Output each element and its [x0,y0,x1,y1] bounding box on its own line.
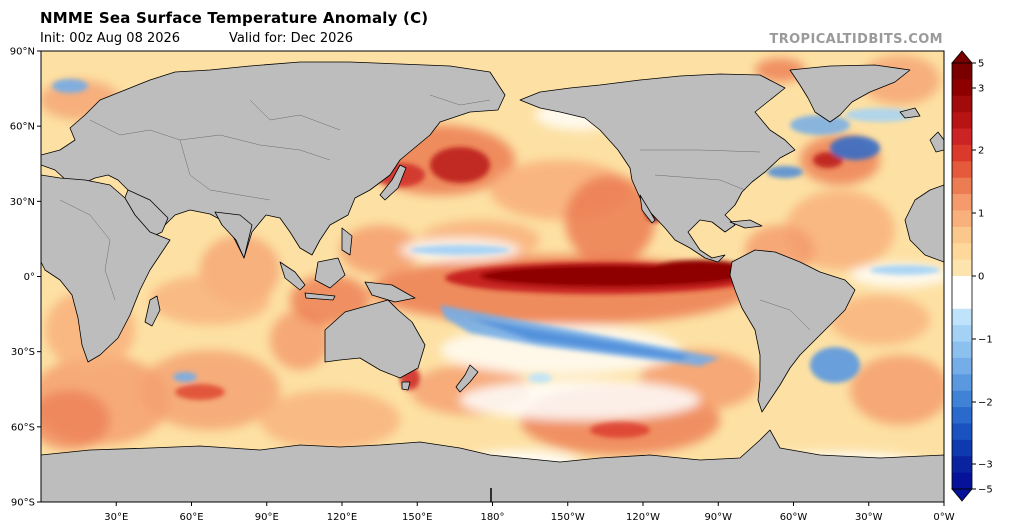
colorbar-bottom-arrow [951,488,973,502]
colorbar-segment [952,63,972,80]
colorbar-segment [952,357,972,375]
colorbar-tick-label: −2 [978,398,993,409]
land-baja [639,194,656,224]
colorbar-segment [952,243,972,261]
lat-tick-label: 0° [24,272,35,283]
colorbar: 5 3 2 1 0 −1 −2 −3 −5 [951,50,993,502]
colorbar-segment [952,341,972,359]
colorbar-segment [952,161,972,179]
colorbar-tick-label: 3 [978,84,984,95]
colorbar-top-arrow [951,50,973,64]
land-japan [379,164,407,201]
colorbar-segment [952,439,972,457]
colorbar-tick-label: −1 [978,335,993,346]
land-india [214,211,253,259]
brand-watermark: TROPICALTIDBITS.COM [769,32,943,47]
lon-tick-label: 60°W [780,512,808,523]
landmasses [41,61,944,502]
lon-tick-label: 30°W [855,512,883,523]
lon-tick-label: 150°E [402,512,432,523]
land-uk [929,131,944,153]
latitude-axis: 90°N 60°N 30°N 0° 30°S 60°S 90°S [10,47,41,509]
colorbar-segment [952,177,972,195]
colorbar-segment [952,144,972,162]
colorbar-segment [952,210,972,228]
lon-tick-label: 120°E [327,512,357,523]
land-north-america [519,73,796,263]
lon-tick-label: 150°W [551,512,585,523]
land-philippines [341,227,353,256]
land-new-guinea [364,281,416,303]
land-tasmania [401,381,411,391]
colorbar-tick-label: 0 [978,272,984,283]
colorbar-tick-label: −3 [978,460,993,471]
colorbar-tick-label: 5 [978,59,984,70]
colorbar-segment [952,128,972,146]
colorbar-segment [952,226,972,244]
colorbar-segment [952,308,972,326]
colorbar-segment [952,292,972,310]
colorbar-tick-label: 1 [978,209,984,220]
land-new-zealand [455,364,479,393]
lon-tick-label: 180° [480,512,504,523]
lon-tick-label: 90°E [255,512,279,523]
colorbar-segment [952,390,972,408]
colorbar-segment [952,95,972,113]
colorbar-segment [952,276,972,293]
land-greenland [789,64,911,123]
lat-tick-label: 90°S [11,498,35,509]
land-west-africa-right [904,184,944,263]
lat-tick-label: 30°N [10,197,35,208]
land-java [304,292,336,301]
longitude-axis: 30°E 60°E 90°E 120°E 150°E 180° 150°W 120°W 90°W… [104,502,955,523]
colorbar-segment [952,423,972,441]
land-africa [41,174,171,363]
land-south-america [729,249,856,413]
lon-tick-label: 0°W [933,512,954,523]
land-iceland [899,107,921,119]
valid-time: Valid for: Dec 2026 [229,31,353,46]
colorbar-segment [952,472,972,490]
map-title: NMME Sea Surface Temperature Anomaly (C) [40,9,429,27]
lat-tick-label: 30°S [11,347,35,358]
lon-tick-label: 30°E [104,512,128,523]
lon-tick-label: 120°W [626,512,660,523]
lat-tick-label: 90°N [10,47,35,58]
land-sumatra [279,261,306,291]
colorbar-segment [952,79,972,97]
colorbar-tick-label: 2 [978,146,984,157]
colorbar-segment [952,374,972,392]
colorbar-segment [952,407,972,425]
lon-tick-label: 90°W [704,512,732,523]
colorbar-segment [952,112,972,130]
land-madagascar [144,295,161,327]
land-antarctica [41,429,944,502]
lat-tick-label: 60°N [10,122,35,133]
colorbar-tick-label: −5 [978,485,993,496]
colorbar-segment [952,194,972,212]
lat-tick-label: 60°S [11,422,35,433]
colorbar-segment [952,259,972,277]
lon-tick-label: 60°E [179,512,203,523]
borders [59,94,811,331]
colorbar-segment [952,325,972,343]
colorbar-segment [952,456,972,474]
land-borneo [314,257,346,289]
init-time: Init: 00z Aug 08 2026 [40,31,181,46]
land-cuba [729,219,763,229]
land-australia [324,299,426,379]
